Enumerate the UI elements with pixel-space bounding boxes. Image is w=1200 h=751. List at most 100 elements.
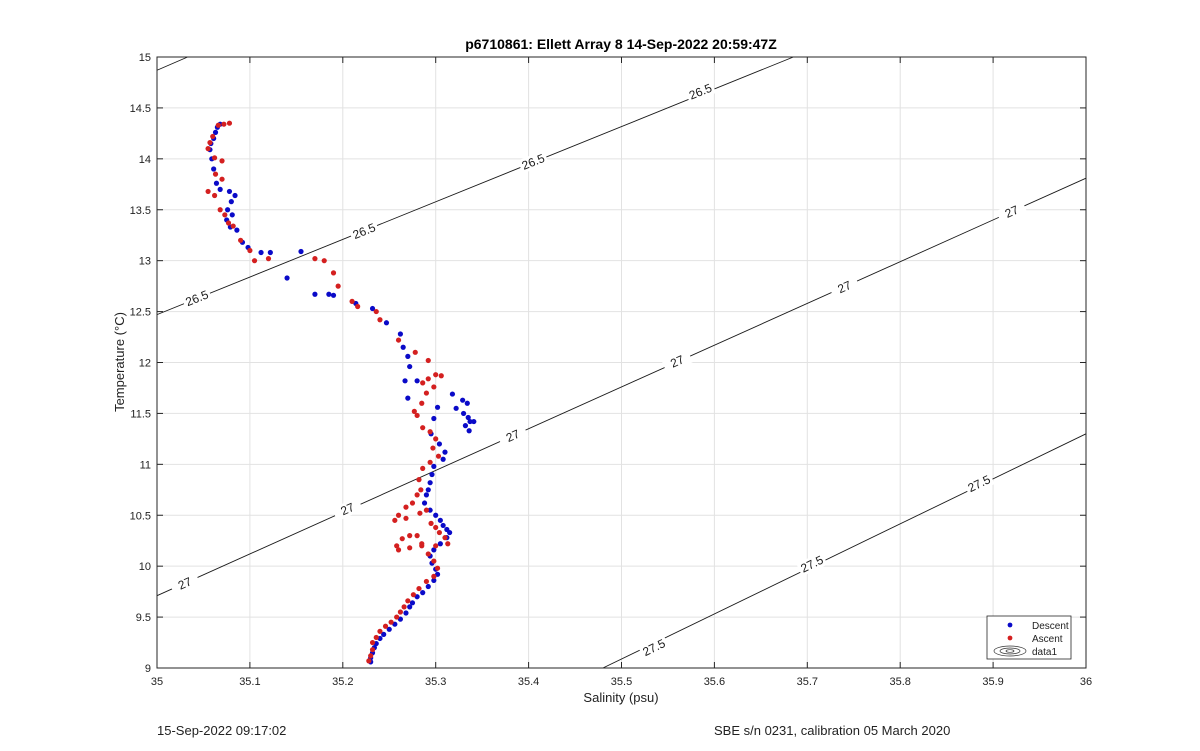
descent-point <box>465 414 471 421</box>
descent-point <box>460 410 467 417</box>
descent-point <box>405 395 411 401</box>
descent-point <box>232 192 238 199</box>
descent-point <box>447 529 453 536</box>
contour-label-text: 27 <box>668 352 686 370</box>
ascent-point <box>442 535 448 541</box>
x-tick-label: 35.3 <box>425 676 446 688</box>
ascent-point <box>394 543 400 549</box>
contour-label-bg <box>963 471 995 497</box>
contour-label-text: 27 <box>338 500 356 518</box>
ascent-point <box>355 303 361 310</box>
descent-point <box>225 207 231 213</box>
ascent-point <box>428 520 434 526</box>
descent-point <box>400 344 406 350</box>
ascent-point <box>423 578 430 585</box>
descent-point <box>298 248 304 255</box>
ascent-point <box>394 614 400 620</box>
ascent-point <box>210 133 216 140</box>
ascent-point <box>433 524 439 531</box>
ascent-point <box>416 585 422 592</box>
ascent-point <box>368 653 374 659</box>
ascent-point <box>373 308 379 315</box>
y-tick-label: 14.5 <box>130 103 151 115</box>
descent-point <box>425 487 431 493</box>
ascent-point <box>219 176 225 182</box>
density-contour-line <box>602 433 1087 669</box>
ascent-point <box>407 533 413 539</box>
y-tick-label: 15 <box>139 52 151 64</box>
ascent-point <box>395 512 402 518</box>
descent-point <box>431 577 437 584</box>
ascent-point <box>226 120 233 126</box>
y-tick-label: 12.5 <box>130 307 151 319</box>
descent-point <box>425 583 431 590</box>
descent-point <box>427 480 433 486</box>
chart-title: p6710861: Ellett Array 8 14-Sep-2022 20:… <box>465 36 777 52</box>
x-tick-label: 35.9 <box>982 676 1003 688</box>
ascent-point <box>222 212 228 218</box>
ascent-point <box>225 220 232 226</box>
descent-point <box>453 405 459 411</box>
descent-point <box>258 249 264 256</box>
ascent-point <box>369 639 376 646</box>
ascent-point <box>430 445 436 451</box>
x-tick-label: 35.1 <box>239 676 260 688</box>
ascent-point <box>433 372 439 378</box>
ascent-point <box>373 634 379 641</box>
descent-point <box>436 441 443 447</box>
contour-label-text: 27 <box>835 278 853 296</box>
descent-point <box>381 631 387 637</box>
ascent-point <box>401 604 407 610</box>
ascent-point <box>436 529 443 536</box>
legend-marker-ascent <box>1007 635 1013 641</box>
y-tick-label: 13 <box>139 256 151 268</box>
descent-point <box>386 626 392 632</box>
ascent-point <box>425 551 431 557</box>
ascent-point <box>219 158 225 164</box>
descent-point <box>211 166 217 172</box>
ascent-point <box>205 188 211 195</box>
descent-point <box>229 212 235 218</box>
ascent-point <box>403 515 409 521</box>
descent-point <box>212 129 219 135</box>
descent-point <box>440 456 446 462</box>
descent-point <box>383 320 390 326</box>
ascent-point <box>335 283 341 289</box>
ascent-point <box>238 237 244 243</box>
contour-label-bg <box>497 423 529 448</box>
ascent-point <box>417 510 423 516</box>
ascent-point <box>433 436 439 442</box>
ascent-point <box>217 207 223 213</box>
contour-label-bg <box>828 275 861 300</box>
contour-label-bg <box>181 286 213 311</box>
ascent-point <box>377 317 383 323</box>
descent-point <box>284 275 290 281</box>
descent-point <box>466 428 472 434</box>
ascent-point <box>414 492 420 498</box>
contour-label: 27 <box>996 199 1028 224</box>
y-tick-label: 9 <box>145 663 151 675</box>
descent-point <box>405 353 411 359</box>
x-tick-label: 35.2 <box>332 676 353 688</box>
descent-point <box>234 227 240 233</box>
ascent-point <box>366 658 372 664</box>
ascent-point <box>312 256 318 262</box>
ascent-point <box>427 429 433 435</box>
legend-marker-descent <box>1007 622 1013 628</box>
ascent-point <box>221 121 227 127</box>
axis-ticks: 35 35.1 35.2 35.3 35.4 35.5 35.6 35.7 35.8 35.9 36… <box>130 52 1093 688</box>
ascent-point <box>409 500 416 506</box>
descent-point <box>467 418 473 425</box>
y-tick-label: 10 <box>139 561 151 573</box>
ascent-point <box>414 533 420 539</box>
descent-point <box>423 492 430 498</box>
ascent-point <box>405 598 411 604</box>
contour-label: 27 <box>661 349 693 374</box>
ascent-point <box>265 256 272 262</box>
ascent-point <box>445 541 451 547</box>
ascent-point <box>434 565 441 571</box>
contour-label: 27 <box>331 497 364 522</box>
y-tick-label: 13.5 <box>130 205 151 217</box>
ascent-point <box>420 380 426 386</box>
contour-label: 27 <box>828 275 861 300</box>
